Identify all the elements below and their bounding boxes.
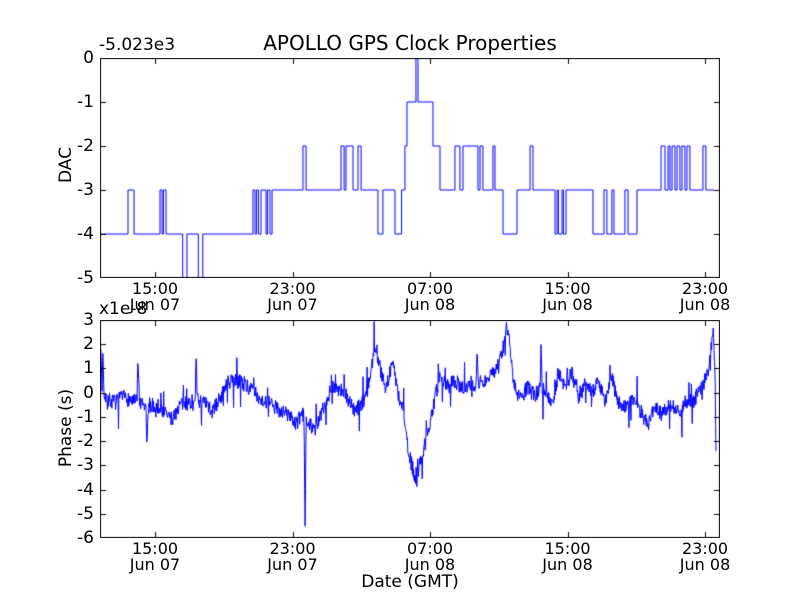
x-tick-date: Jun 07: [129, 555, 181, 574]
dac-y-tick-label: -4: [77, 224, 94, 244]
dac-y-tick-label: 0: [83, 48, 94, 68]
x-tick-time: 23:00: [681, 539, 729, 558]
x-tick-date: Jun 08: [542, 555, 593, 574]
x-tick-date: Jun 08: [404, 555, 456, 574]
dac-y-tick-label: -2: [77, 136, 94, 156]
phase-x-tick-label: 15:00 Jun 07: [110, 541, 200, 573]
x-tick-time: 23:00: [269, 539, 316, 558]
dac-x-tick-label: 07:00 Jun 08: [385, 281, 475, 313]
x-tick-date: Jun 08: [679, 295, 731, 314]
phase-y-tick-label: -2: [77, 431, 94, 452]
x-tick-time: 07:00: [406, 279, 454, 298]
x-tick-date: Jun 08: [404, 295, 456, 314]
dac-plot-canvas: [100, 58, 720, 278]
dac-y-tick-label: -3: [77, 180, 94, 200]
x-tick-date: Jun 07: [267, 295, 318, 314]
phase-y-tick-label: 3: [83, 310, 94, 330]
x-tick-time: 15:00: [131, 279, 179, 298]
x-tick-time: 15:00: [544, 539, 591, 558]
dac-subplot: [100, 58, 720, 278]
phase-subplot: [100, 320, 720, 538]
dac-x-tick-label: 23:00 Jun 07: [248, 281, 338, 313]
dac-y-tick-label: -5: [77, 268, 94, 288]
phase-y-tick-label: 2: [83, 334, 94, 355]
phase-plot-canvas: [100, 320, 720, 538]
x-tick-time: 23:00: [681, 279, 729, 298]
x-tick-time: 23:00: [269, 279, 316, 298]
phase-x-tick-label: 15:00 Jun 08: [523, 541, 613, 573]
phase-x-tick-label: 23:00 Jun 08: [660, 541, 750, 573]
phase-x-tick-label: 23:00 Jun 07: [248, 541, 338, 573]
phase-y-tick-label: -6: [77, 528, 94, 548]
dac-x-tick-label: 23:00 Jun 08: [660, 281, 750, 313]
x-tick-time: 15:00: [131, 539, 179, 558]
phase-y-tick-label: -1: [77, 406, 94, 427]
dac-y-axis-offset-label: -5.023e3: [99, 35, 176, 55]
phase-x-tick-label: 07:00 Jun 08: [385, 541, 475, 573]
dac-x-tick-label: 15:00 Jun 08: [523, 281, 613, 313]
phase-y-tick-label: 0: [83, 382, 94, 403]
phase-y-tick-label: -3: [77, 455, 94, 476]
x-tick-date: Jun 08: [542, 295, 593, 314]
x-tick-time: 15:00: [544, 279, 591, 298]
phase-y-tick-label: -5: [77, 503, 94, 524]
dac-y-tick-label: -1: [77, 92, 94, 112]
x-tick-date: Jun 07: [267, 555, 318, 574]
phase-y-axis-multiplier-label: x1e-8: [99, 299, 148, 319]
dac-x-tick-label: 15:00 Jun 07: [110, 281, 200, 313]
phase-y-tick-label: -4: [77, 479, 94, 500]
phase-y-tick-label: 1: [83, 358, 94, 379]
x-axis-label: Date (GMT): [361, 572, 459, 592]
x-tick-date: Jun 07: [129, 295, 181, 314]
chart-title: APOLLO GPS Clock Properties: [263, 31, 557, 55]
x-tick-date: Jun 08: [679, 555, 731, 574]
x-tick-time: 07:00: [406, 539, 454, 558]
